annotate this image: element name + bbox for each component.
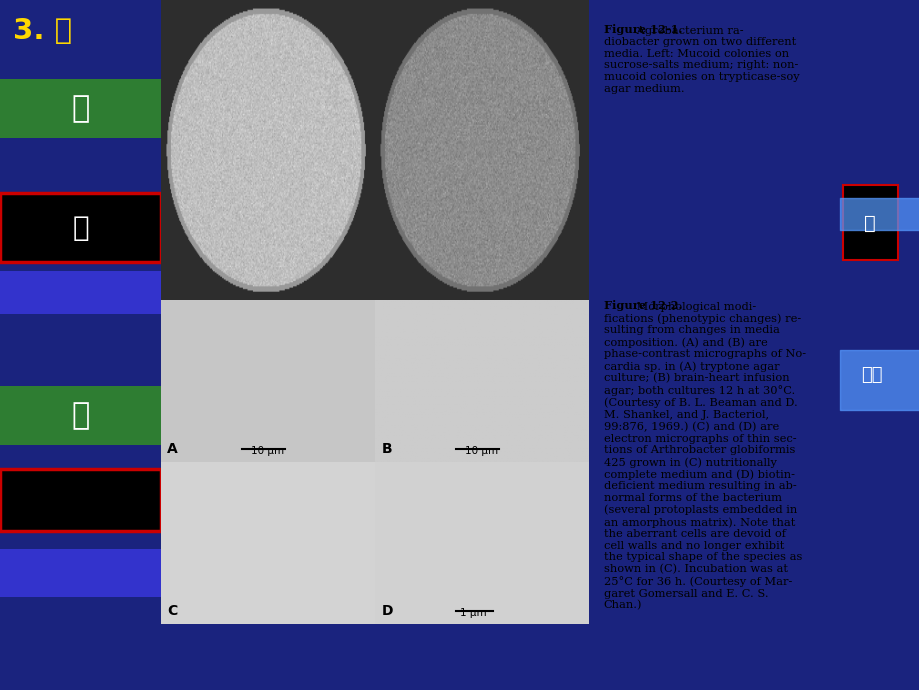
Text: D: D — [380, 604, 392, 618]
Text: 1 μm: 1 μm — [460, 608, 486, 618]
FancyBboxPatch shape — [0, 469, 161, 531]
Text: A: A — [167, 442, 178, 456]
Text: Morphological modi-
fications (phenotypic changes) re-
sulting from changes in m: Morphological modi- fications (phenotypi… — [603, 302, 805, 611]
Text: 变，: 变， — [860, 366, 882, 384]
Text: 10 μm: 10 μm — [464, 446, 497, 456]
Text: 10 μm: 10 μm — [251, 446, 284, 456]
FancyBboxPatch shape — [0, 386, 161, 445]
Text: C: C — [167, 604, 177, 618]
Text: 生: 生 — [863, 213, 875, 233]
FancyBboxPatch shape — [0, 271, 161, 314]
FancyBboxPatch shape — [0, 193, 161, 262]
Text: Figure 12-2.: Figure 12-2. — [603, 300, 682, 311]
Text: Agrobacterium ra-
diobacter grown on two different
media. Left: Mucoid colonies : Agrobacterium ra- diobacter grown on two… — [603, 26, 799, 94]
Text: 饰: 饰 — [72, 95, 89, 124]
Text: 变: 变 — [72, 402, 89, 431]
Text: B: B — [380, 442, 391, 456]
FancyBboxPatch shape — [0, 549, 161, 597]
Text: 3. 饰: 3. 饰 — [13, 17, 72, 46]
FancyBboxPatch shape — [0, 79, 161, 138]
FancyBboxPatch shape — [842, 185, 897, 260]
Text: Figure 12-1.: Figure 12-1. — [603, 24, 682, 35]
Text: 在: 在 — [72, 214, 89, 242]
